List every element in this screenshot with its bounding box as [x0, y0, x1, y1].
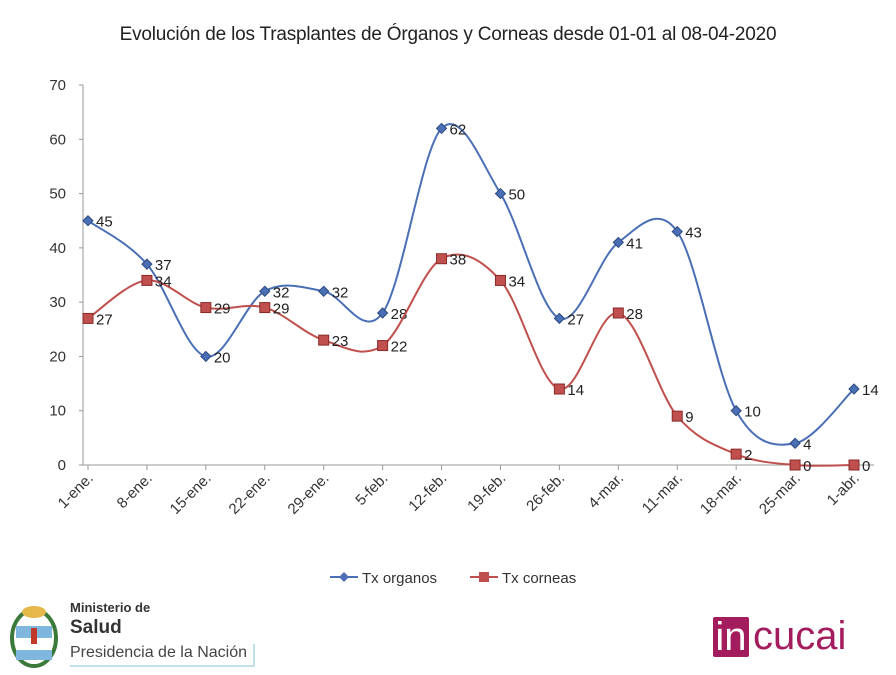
data-point [494, 274, 506, 286]
data-point [259, 302, 271, 314]
data-point [318, 334, 330, 346]
data-point [141, 274, 153, 286]
x-tick-label: 22-ene. [226, 470, 274, 518]
x-tick-label: 18-mar. [697, 470, 745, 518]
x-tick-label: 25-mar. [756, 470, 804, 518]
legend-label: Tx organos [362, 570, 437, 587]
data-point [671, 410, 683, 422]
data-label: 32 [273, 284, 290, 301]
x-tick-label: 12-feb. [405, 470, 450, 515]
x-tick-label: 26-feb. [523, 470, 568, 515]
data-label: 0 [862, 458, 870, 475]
legend-marker [479, 572, 489, 582]
incucai-logo-text: cucai [753, 614, 847, 658]
data-label: 27 [567, 311, 584, 328]
data-label: 32 [332, 284, 349, 301]
data-label: 62 [450, 121, 467, 138]
data-point [82, 215, 94, 227]
data-label: 37 [155, 257, 172, 274]
data-point [376, 307, 389, 319]
ministerio-line2: Salud [70, 617, 122, 638]
data-point [848, 383, 860, 395]
data-label: 38 [450, 252, 467, 269]
ministerio-salud-logo: Ministerio de Salud Presidencia de la Na… [8, 598, 308, 673]
incucai-logo-box: in [713, 616, 749, 657]
data-point [789, 437, 801, 449]
data-label: 29 [273, 301, 290, 318]
chart-title: Evolución de los Trasplantes de Órganos … [119, 24, 777, 45]
data-point [436, 253, 448, 265]
data-point [141, 258, 153, 270]
x-tick-label: 4-mar. [585, 470, 627, 512]
ministerio-line1: Ministerio de [70, 600, 151, 615]
data-label: 43 [685, 225, 702, 242]
legend-marker [339, 572, 349, 582]
series-line-1 [87, 253, 855, 467]
data-point [259, 285, 271, 297]
data-label: 50 [508, 187, 525, 204]
data-point [82, 312, 94, 324]
data-label: 2 [744, 447, 752, 464]
data-label: 0 [803, 458, 811, 475]
data-label: 10 [744, 404, 761, 421]
data-label: 23 [332, 333, 349, 350]
data-point [200, 302, 212, 314]
ministerio-line3: Presidencia de la Nación [70, 644, 255, 667]
x-tick-label: 19-feb. [464, 470, 509, 515]
y-tick-label: 50 [49, 186, 66, 203]
y-tick-label: 20 [49, 348, 66, 365]
data-point [317, 285, 330, 297]
data-label: 34 [508, 273, 525, 290]
data-label: 4 [803, 436, 811, 453]
y-tick-label: 60 [49, 131, 66, 148]
data-point [553, 312, 566, 325]
data-label: 14 [567, 382, 584, 399]
data-label: 34 [155, 273, 172, 290]
coat-of-arms-icon [10, 606, 58, 668]
data-label: 22 [391, 339, 408, 356]
data-label: 20 [214, 349, 231, 366]
x-tick-label: 29-ene. [285, 470, 333, 518]
y-tick-label: 30 [49, 294, 66, 311]
data-point [612, 307, 624, 319]
data-label: 9 [685, 409, 693, 426]
data-label: 27 [96, 311, 113, 328]
data-label: 29 [214, 301, 231, 318]
data-point [848, 459, 860, 471]
x-tick-label: 5-feb. [352, 470, 391, 509]
x-tick-label: 1-ene. [55, 470, 97, 512]
data-point [200, 350, 212, 363]
y-tick-label: 40 [49, 240, 66, 257]
data-point [553, 383, 565, 395]
incucai-logo: in cucai [713, 614, 846, 659]
x-tick-label: 15-ene. [167, 470, 215, 518]
data-point [435, 122, 448, 135]
data-point [494, 187, 507, 200]
y-tick-label: 10 [49, 403, 66, 420]
x-tick-label: 1-abr. [824, 470, 863, 509]
y-tick-label: 70 [49, 77, 66, 94]
data-point [789, 459, 801, 471]
x-tick-label: 11-mar. [639, 470, 686, 517]
series-line-0 [87, 123, 855, 446]
data-label: 45 [96, 214, 113, 231]
data-label: 41 [626, 235, 643, 252]
data-point [671, 225, 683, 238]
x-tick-label: 8-ene. [114, 470, 156, 512]
data-label: 28 [626, 306, 643, 323]
data-point [612, 236, 625, 249]
data-point [730, 448, 742, 460]
data-point [377, 340, 389, 352]
data-point [730, 405, 742, 417]
data-label: 14 [862, 382, 879, 399]
legend-label: Tx corneas [502, 570, 576, 587]
y-tick-label: 0 [58, 457, 66, 474]
